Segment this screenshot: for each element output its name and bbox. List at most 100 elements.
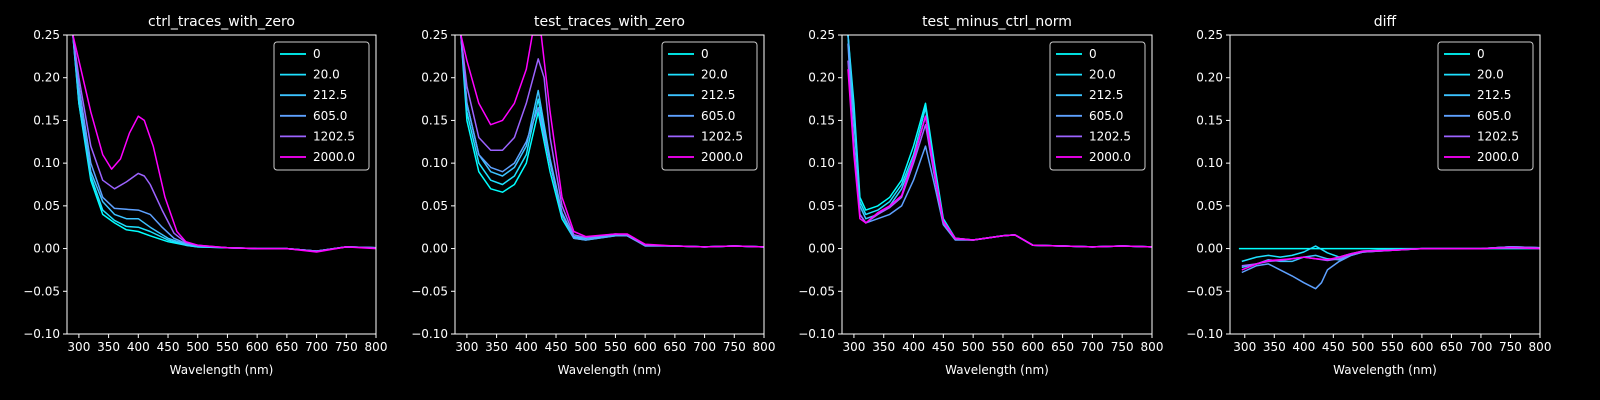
legend-label-5: 2000.0 (313, 150, 355, 164)
y-tick-label: 0.25 (1196, 28, 1223, 42)
x-tick-label: 550 (604, 340, 627, 354)
x-tick-label: 700 (305, 340, 328, 354)
x-tick-label: 400 (515, 340, 538, 354)
legend: 0 20.0 212.5 605.0 1202.5 2000.0 (1049, 41, 1146, 171)
chart-title: test_minus_ctrl_norm (922, 14, 1072, 30)
series-line-5 (847, 69, 1152, 248)
axes-frame (454, 34, 765, 335)
x-tick-label: 700 (693, 340, 716, 354)
legend-label-3: 605.0 (313, 109, 347, 123)
x-tick-label: 450 (932, 340, 955, 354)
series-group (847, 35, 1152, 248)
y-tick-label: 0.20 (421, 71, 448, 85)
x-tick-label: 550 (1381, 340, 1404, 354)
legend: 0 20.0 212.5 605.0 1202.5 2000.0 (1437, 41, 1534, 171)
legend-label-0: 0 (701, 47, 709, 61)
x-tick-label: 600 (1021, 340, 1044, 354)
x-tick-label: 500 (574, 340, 597, 354)
x-tick-label: 300 (455, 340, 478, 354)
y-tick-label: 0.05 (1196, 199, 1223, 213)
x-axis-label: Wavelength (nm) (558, 363, 662, 377)
x-axis-label: Wavelength (nm) (170, 363, 274, 377)
y-tick-label: −0.05 (798, 284, 835, 298)
chart-panel-2: 300 350 400 450 500 550 600 650 700 750 800 −0.10 −0… (798, 14, 1163, 377)
chart-title: diff (1374, 14, 1397, 30)
legend-label-4: 1202.5 (313, 129, 355, 143)
y-tick-label: 0.10 (808, 156, 835, 170)
chart-title: test_traces_with_zero (534, 14, 685, 30)
y-tick-label: 0.25 (421, 28, 448, 42)
axes-frame (66, 34, 377, 335)
chart-panel-0: 300 350 400 450 500 550 600 650 700 750 800 −0.10 −0… (23, 14, 387, 377)
x-tick-label: 750 (1111, 340, 1134, 354)
y-tick-label: 0.25 (808, 28, 835, 42)
legend-label-2: 212.5 (313, 88, 347, 102)
legend-label-5: 2000.0 (1477, 150, 1519, 164)
legend-label-2: 212.5 (1477, 88, 1511, 102)
x-tick-label: 550 (992, 340, 1015, 354)
y-tick-label: 0.15 (33, 113, 60, 127)
x-tick-label: 750 (723, 340, 746, 354)
x-tick-label: 350 (872, 340, 895, 354)
y-tick-label: 0.25 (33, 28, 60, 42)
x-tick-label: 800 (753, 340, 776, 354)
x-axis-label: Wavelength (nm) (1333, 363, 1437, 377)
x-tick-label: 400 (127, 340, 150, 354)
x-tick-label: 350 (485, 340, 508, 354)
legend-label-1: 20.0 (1477, 68, 1504, 82)
x-tick-label: 650 (1440, 340, 1463, 354)
y-tick-label: −0.10 (1186, 327, 1223, 341)
y-tick-label: −0.05 (1186, 284, 1223, 298)
y-tick-label: 0.10 (421, 156, 448, 170)
legend-label-4: 1202.5 (701, 129, 743, 143)
x-tick-label: 650 (275, 340, 298, 354)
legend-label-2: 212.5 (1089, 88, 1123, 102)
x-tick-label: 350 (97, 340, 120, 354)
series-line-5 (460, 35, 764, 248)
chart-panel-3: 300 350 400 450 500 550 600 650 700 750 800 −0.10 −0… (1186, 14, 1551, 377)
y-tick-label: 0.10 (1196, 156, 1223, 170)
chart-title: ctrl_traces_with_zero (148, 14, 295, 30)
y-tick-label: 0.00 (808, 242, 835, 256)
x-tick-label: 600 (246, 340, 269, 354)
x-tick-label: 550 (216, 340, 239, 354)
x-tick-label: 300 (67, 340, 90, 354)
x-tick-label: 500 (962, 340, 985, 354)
legend-label-0: 0 (1477, 47, 1485, 61)
y-tick-label: 0.15 (1196, 113, 1223, 127)
y-tick-label: −0.10 (798, 327, 835, 341)
y-tick-label: −0.05 (411, 284, 448, 298)
y-tick-label: 0.15 (421, 113, 448, 127)
x-tick-label: 450 (545, 340, 568, 354)
x-tick-label: 750 (1499, 340, 1522, 354)
legend-label-1: 20.0 (1089, 68, 1116, 82)
y-tick-label: −0.10 (411, 327, 448, 341)
legend-label-0: 0 (1089, 47, 1097, 61)
x-tick-label: 600 (1410, 340, 1433, 354)
x-tick-label: 500 (186, 340, 209, 354)
y-tick-label: 0.00 (421, 242, 448, 256)
series-line-5 (72, 35, 376, 253)
x-tick-label: 400 (902, 340, 925, 354)
y-tick-label: −0.10 (23, 327, 60, 341)
x-tick-label: 800 (1141, 340, 1164, 354)
x-tick-label: 350 (1263, 340, 1286, 354)
y-tick-label: 0.05 (421, 199, 448, 213)
legend-label-5: 2000.0 (701, 150, 743, 164)
y-tick-label: 0.00 (1196, 242, 1223, 256)
legend-label-1: 20.0 (701, 68, 728, 82)
x-tick-label: 650 (1051, 340, 1074, 354)
x-tick-label: 300 (842, 340, 865, 354)
x-tick-label: 700 (1469, 340, 1492, 354)
x-tick-label: 450 (157, 340, 180, 354)
x-tick-label: 650 (663, 340, 686, 354)
y-tick-label: 0.05 (33, 199, 60, 213)
x-tick-label: 750 (335, 340, 358, 354)
legend-label-3: 605.0 (1089, 109, 1123, 123)
chart-panel-1: 300 350 400 450 500 550 600 650 700 750 800 −0.10 −0… (411, 14, 775, 377)
y-tick-label: −0.05 (23, 284, 60, 298)
y-tick-label: 0.00 (33, 242, 60, 256)
y-tick-label: 0.20 (808, 71, 835, 85)
axes-frame (841, 34, 1153, 335)
axes-frame (1229, 34, 1541, 335)
